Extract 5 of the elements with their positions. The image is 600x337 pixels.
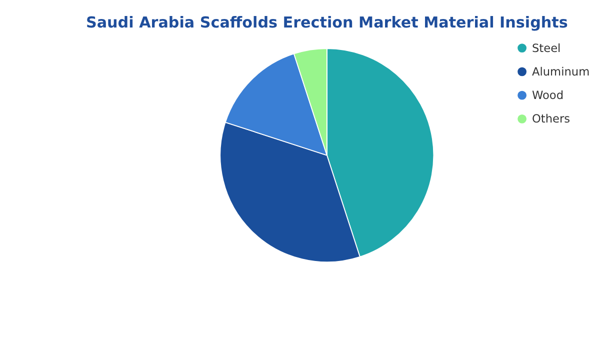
legend-label: Aluminum (532, 64, 590, 78)
chart-title: Saudi Arabia Scaffolds Erection Market Material Insights (86, 14, 568, 32)
legend-label: Others (532, 112, 570, 126)
legend-label: Steel (532, 40, 561, 55)
legend-label: Wood (532, 88, 564, 102)
